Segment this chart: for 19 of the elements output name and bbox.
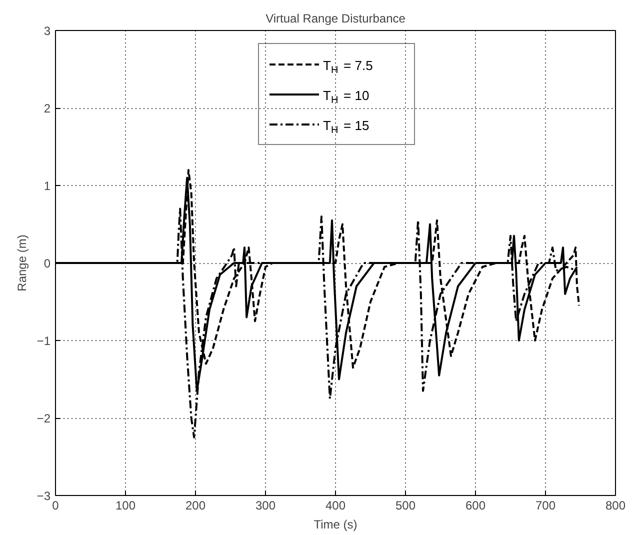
y-tick-label: −1 xyxy=(36,334,51,348)
y-axis-title: Range (m) xyxy=(14,234,29,292)
x-tick-label: 600 xyxy=(465,498,486,512)
y-tick-label: 3 xyxy=(44,24,51,38)
x-tick-label: 200 xyxy=(185,498,206,512)
x-tick-label: 0 xyxy=(52,498,60,512)
x-tick-label: 500 xyxy=(395,498,416,512)
y-tick-label: −3 xyxy=(36,489,51,503)
x-tick-label: 400 xyxy=(325,498,346,512)
y-tick-label: 1 xyxy=(44,179,51,193)
x-tick-label: 300 xyxy=(255,498,276,512)
y-tick-label: −2 xyxy=(36,412,51,426)
y-tick-label: 2 xyxy=(44,102,51,116)
y-tick-label: 0 xyxy=(44,256,51,270)
x-tick-label: 700 xyxy=(535,498,556,512)
chart-title: Virtual Range Disturbance xyxy=(266,12,406,26)
x-tick-label: 800 xyxy=(605,498,626,512)
x-axis-title: Time (s) xyxy=(314,518,358,532)
x-tick-label: 100 xyxy=(115,498,136,512)
